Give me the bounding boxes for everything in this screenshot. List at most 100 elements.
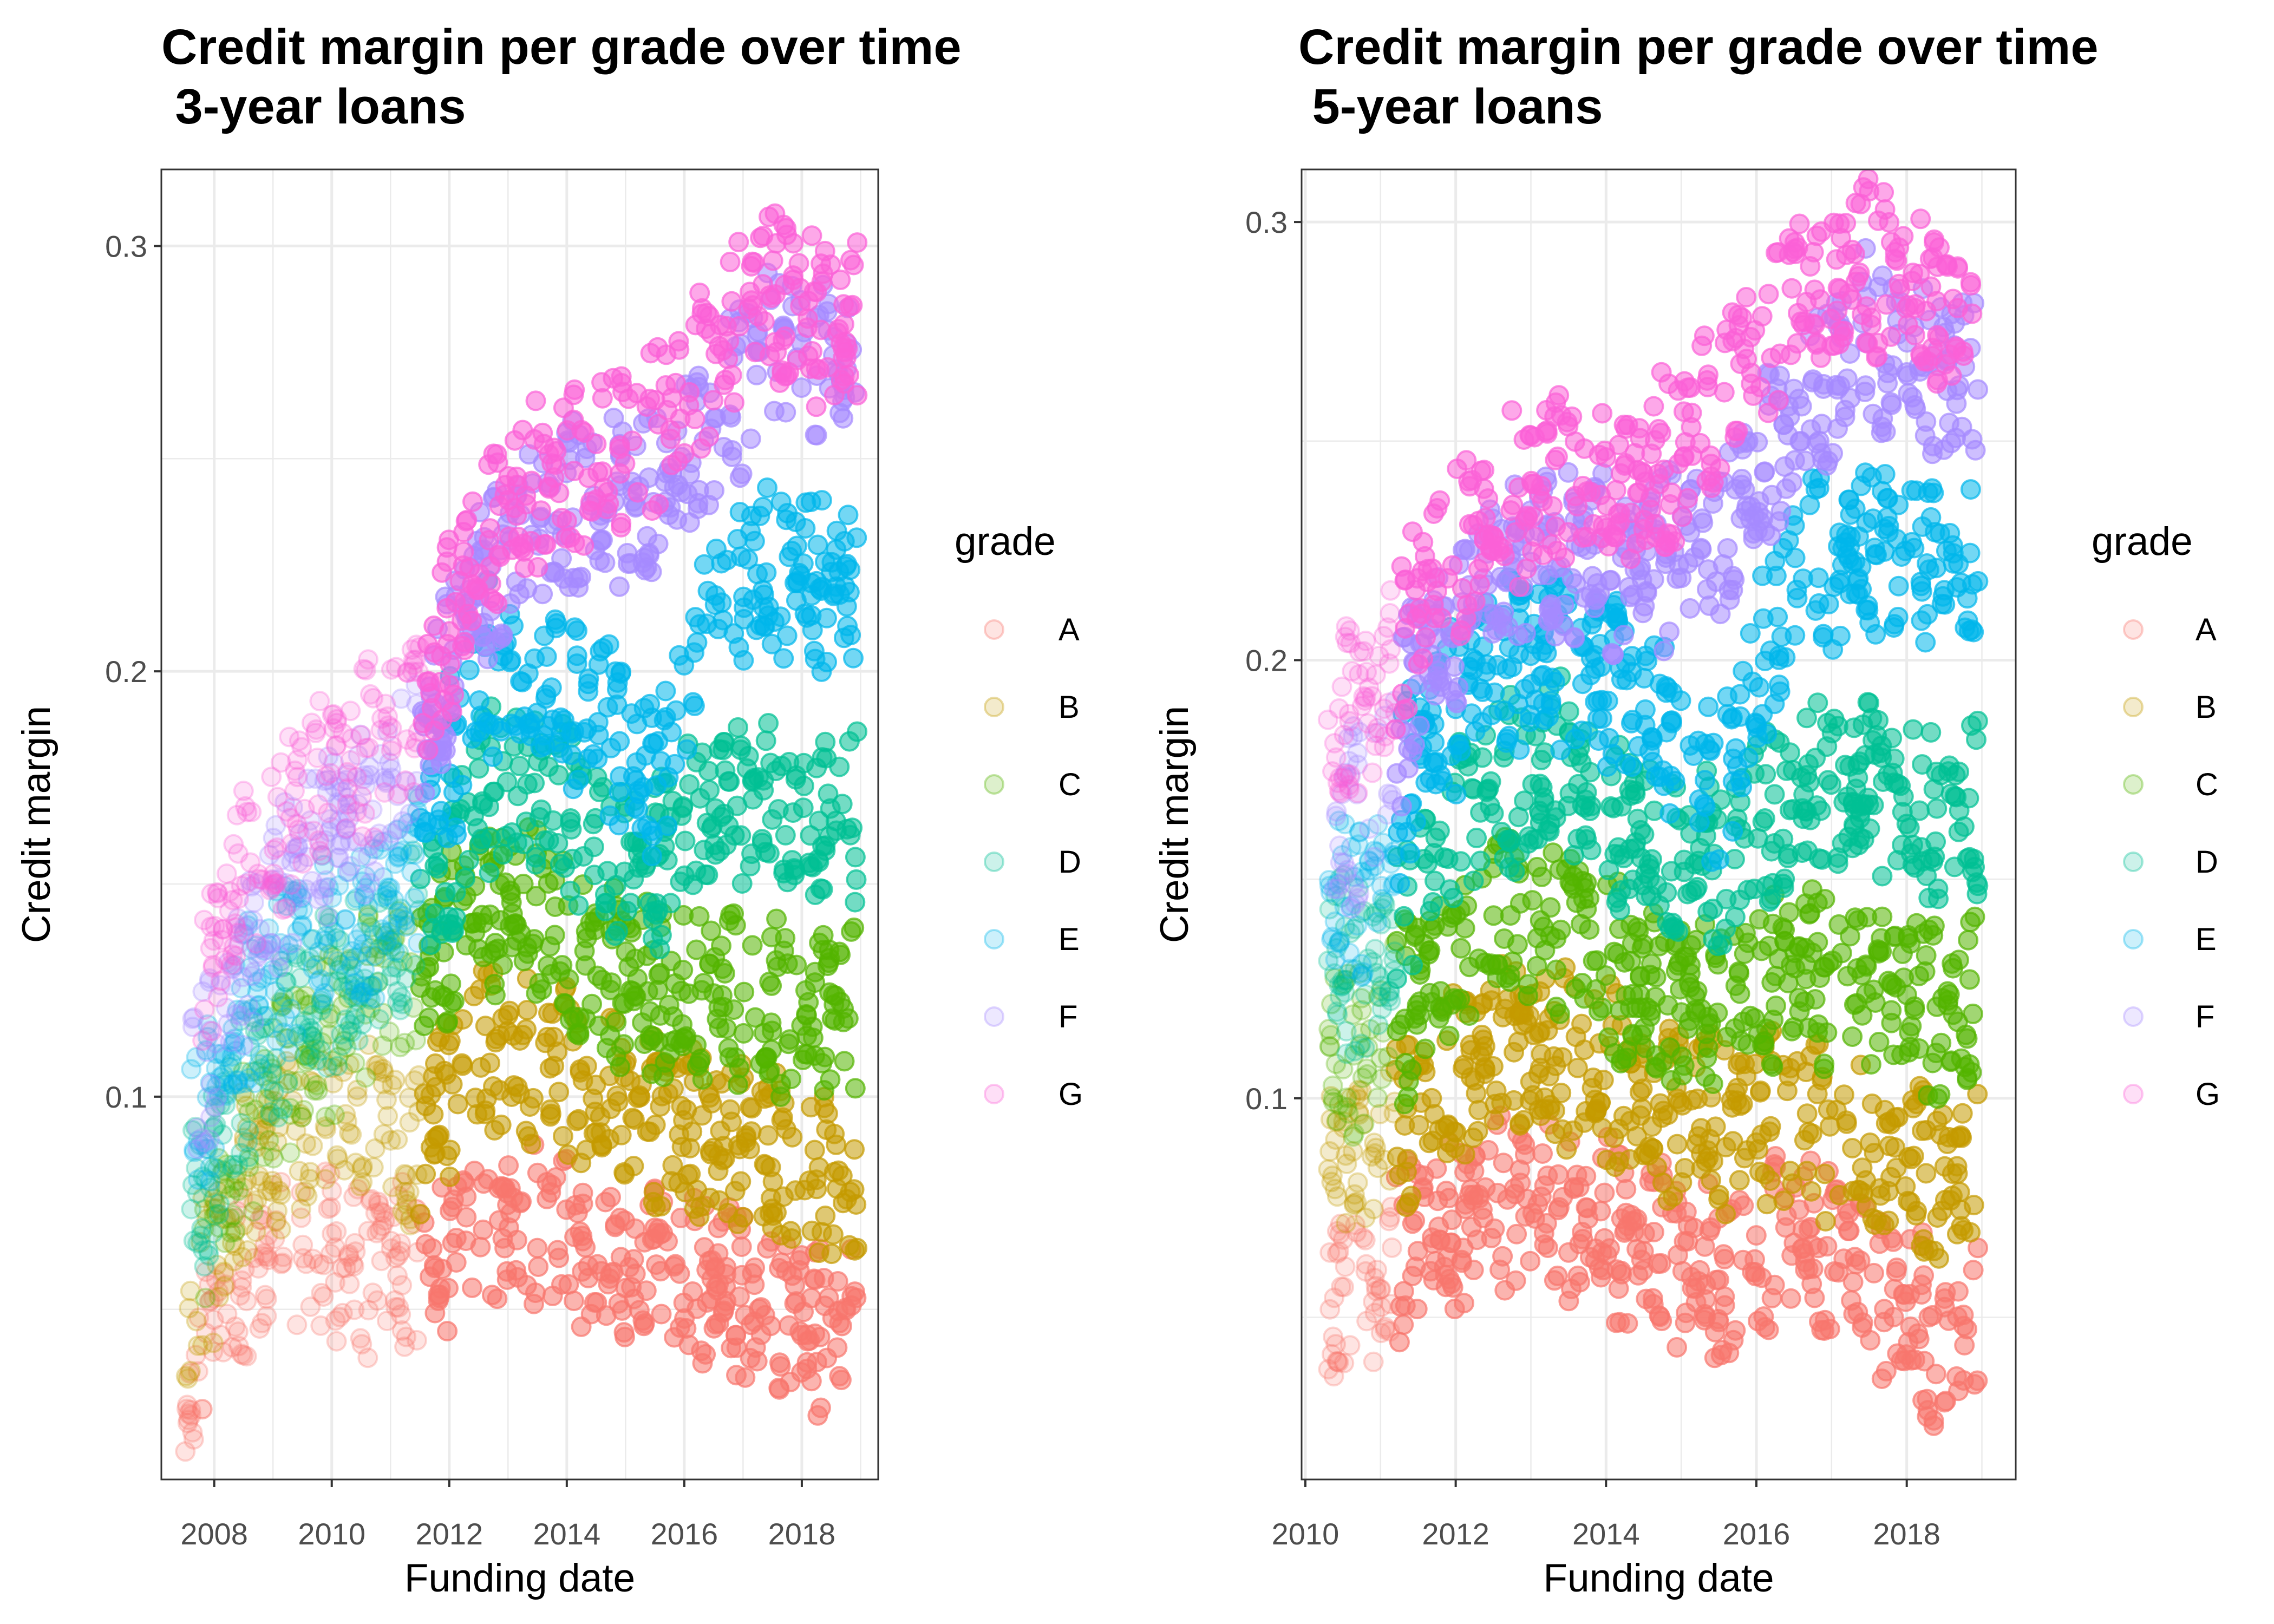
data-point <box>494 1237 515 1259</box>
data-point <box>1667 1134 1688 1155</box>
data-point <box>308 941 329 962</box>
data-point <box>1608 1278 1629 1299</box>
data-point <box>452 775 473 796</box>
data-point <box>1802 879 1822 900</box>
data-point <box>342 941 362 962</box>
data-point <box>700 1144 721 1164</box>
data-point <box>271 951 292 972</box>
data-point <box>232 1082 252 1103</box>
data-point <box>381 718 402 739</box>
data-point <box>1952 1103 1973 1124</box>
data-point <box>434 986 455 1007</box>
data-point <box>801 1371 822 1392</box>
data-point <box>313 854 335 875</box>
x-tick-label: 2016 <box>651 1517 718 1551</box>
data-point <box>223 1033 244 1055</box>
data-point <box>1470 850 1491 872</box>
data-point <box>672 796 694 817</box>
data-point <box>322 704 343 725</box>
data-point <box>293 1099 315 1121</box>
data-point <box>212 919 233 940</box>
data-point <box>594 552 616 573</box>
data-point <box>325 1310 346 1331</box>
data-point <box>226 1163 247 1184</box>
data-point <box>1847 754 1868 775</box>
data-point <box>261 767 282 788</box>
data-point <box>377 889 398 910</box>
data-point <box>339 1123 360 1143</box>
data-point <box>720 251 741 272</box>
data-point <box>318 746 339 767</box>
data-point <box>775 928 796 949</box>
data-point <box>299 1168 320 1189</box>
data-point <box>1766 996 1786 1016</box>
data-point <box>346 767 367 788</box>
data-point <box>1713 1244 1734 1265</box>
data-point <box>328 811 349 832</box>
data-point <box>206 1043 227 1064</box>
data-point <box>839 364 860 385</box>
data-point <box>381 1238 402 1259</box>
data-point <box>214 1046 236 1067</box>
data-point <box>178 1410 199 1430</box>
data-point <box>423 1104 444 1125</box>
data-point <box>689 1206 710 1227</box>
data-point <box>344 973 365 994</box>
data-point <box>355 878 376 899</box>
data-point <box>1415 1038 1436 1059</box>
data-point <box>583 1123 604 1144</box>
data-point <box>238 1102 259 1123</box>
data-point <box>175 1366 197 1387</box>
data-point <box>1886 1258 1907 1278</box>
data-point <box>459 849 480 870</box>
data-point <box>396 1190 417 1211</box>
data-point <box>1363 1351 1384 1372</box>
data-point <box>1519 711 1540 732</box>
data-point <box>264 1091 285 1111</box>
data-point <box>1450 851 1471 872</box>
data-point <box>729 1058 750 1079</box>
data-point <box>308 889 329 910</box>
data-point <box>332 723 354 744</box>
data-point <box>265 815 286 836</box>
data-point <box>1635 885 1656 906</box>
data-point <box>1940 783 1962 804</box>
data-point <box>643 733 664 754</box>
data-point <box>1371 1068 1393 1089</box>
data-point <box>236 1095 257 1116</box>
data-point <box>1754 1164 1775 1185</box>
data-point <box>1397 1149 1418 1170</box>
data-point <box>1824 1261 1845 1282</box>
data-point <box>805 424 826 446</box>
data-point <box>422 1238 443 1259</box>
data-point <box>1752 811 1773 832</box>
data-point <box>1746 1225 1767 1246</box>
data-point <box>403 782 424 803</box>
data-point <box>266 873 287 894</box>
legend-key-G <box>984 1084 1004 1104</box>
data-point <box>609 435 630 456</box>
data-point <box>388 901 409 922</box>
data-point <box>332 1302 353 1324</box>
data-point <box>1510 1173 1531 1194</box>
data-point <box>1967 710 1988 731</box>
data-point <box>284 781 305 802</box>
data-point <box>319 1163 341 1184</box>
data-point <box>300 1162 321 1183</box>
data-point <box>701 1093 722 1114</box>
data-point <box>270 1096 291 1117</box>
data-point <box>185 1345 206 1366</box>
data-point <box>661 454 682 475</box>
data-point <box>391 1320 413 1341</box>
data-point <box>1768 948 1789 970</box>
data-point <box>1827 847 1848 868</box>
data-point <box>801 1220 822 1241</box>
data-point <box>396 968 416 989</box>
data-point <box>1782 799 1803 820</box>
data-point <box>192 1030 213 1051</box>
data-point <box>341 955 362 977</box>
data-point <box>310 1315 331 1336</box>
data-point <box>1960 479 1981 500</box>
data-point <box>1566 892 1587 913</box>
y-tick-label: 0.2 <box>105 654 147 689</box>
